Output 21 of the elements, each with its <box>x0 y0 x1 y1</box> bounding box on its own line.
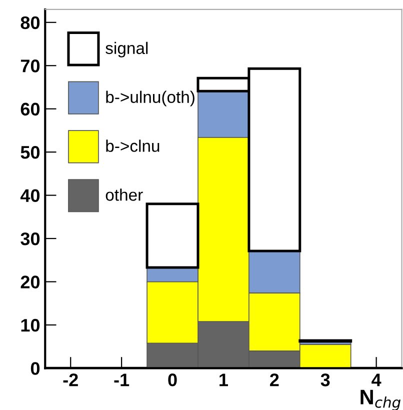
legend-label: signal <box>106 42 148 58</box>
x-tick-label: 0 <box>168 374 177 386</box>
y-tick-label: 30 <box>20 232 40 246</box>
y-tick-label: 10 <box>21 318 40 332</box>
y-tick-label: 50 <box>20 146 40 159</box>
y-tick-label: 70 <box>20 60 40 72</box>
x-tick-label: 4 <box>372 374 382 386</box>
x-tick-label: 3 <box>320 374 330 386</box>
legend-label: other <box>106 188 143 201</box>
legend-label: b->clnu <box>106 140 160 152</box>
y-tick-label: 20 <box>20 276 40 288</box>
x-tick-label: 2 <box>270 374 279 386</box>
x-tick-label: -1 <box>114 374 130 386</box>
x-tick-label: 1 <box>220 374 228 386</box>
y-tick-label: 0 <box>30 362 40 375</box>
legend-label: b->ulnu(oth) <box>106 90 194 106</box>
y-tick-label: 60 <box>20 102 40 116</box>
y-tick-label: 40 <box>20 189 40 202</box>
bar <box>146 202 200 269</box>
y-tick-label: 80 <box>20 16 40 30</box>
x-tick-label: -2 <box>63 374 78 386</box>
